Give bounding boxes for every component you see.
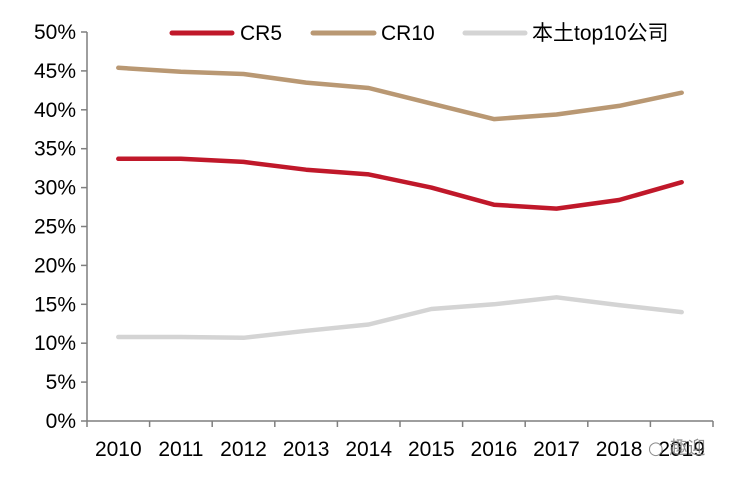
y-tick-label: 35% bbox=[34, 138, 76, 161]
x-axis: 2010 2011 2012 2013 2014 2015 2016 2017 2018 2019 bbox=[86, 420, 714, 461]
series-lines bbox=[116, 65, 684, 341]
x-tick-label: 2012 bbox=[220, 438, 267, 461]
y-tick-label: 0% bbox=[46, 410, 76, 433]
y-tick-label: 10% bbox=[34, 332, 76, 355]
y-tick-label: 5% bbox=[46, 371, 76, 394]
x-tick-label: 2011 bbox=[158, 438, 203, 461]
watermark: ○ 趣迎 bbox=[648, 434, 705, 460]
y-tick-label: 15% bbox=[34, 293, 76, 316]
y-tick-label: 20% bbox=[34, 254, 76, 277]
watermark-text: 趣迎 bbox=[669, 438, 706, 459]
series-line-3 bbox=[116, 295, 684, 341]
y-tick-label: 50% bbox=[34, 21, 76, 44]
y-tick-label: 25% bbox=[34, 216, 76, 239]
y-tick-label: 30% bbox=[34, 177, 76, 200]
x-tick-label: 2016 bbox=[471, 438, 518, 461]
legend-item: CR10 bbox=[310, 22, 435, 45]
x-tick-label: 2010 bbox=[95, 438, 142, 461]
series-line-1 bbox=[116, 156, 684, 211]
wechat-icon: ○ bbox=[648, 438, 664, 459]
legend: CR5 CR10 本土top10公司 bbox=[169, 22, 669, 45]
y-axis: 0% 5% 10% 15% 20% 25% 30% 35% 40% 45% 50% bbox=[34, 21, 88, 433]
legend-item: CR5 bbox=[169, 22, 282, 45]
x-tick-label: 2018 bbox=[596, 438, 643, 461]
x-tick-label: 2017 bbox=[533, 438, 580, 461]
x-tick-label: 2015 bbox=[408, 438, 455, 461]
x-tick-label: 2014 bbox=[345, 438, 392, 461]
x-tick-label: 2019 bbox=[658, 438, 705, 461]
x-tick-label: 2013 bbox=[283, 438, 330, 461]
y-tick-label: 45% bbox=[34, 60, 76, 83]
y-tick-label: 40% bbox=[34, 99, 76, 122]
legend-label: CR5 bbox=[240, 22, 282, 45]
legend-item: 本土top10公司 bbox=[462, 22, 669, 45]
legend-label: CR10 bbox=[381, 22, 435, 45]
legend-label: 本土top10公司 bbox=[532, 22, 669, 45]
series-line-2 bbox=[116, 65, 684, 122]
